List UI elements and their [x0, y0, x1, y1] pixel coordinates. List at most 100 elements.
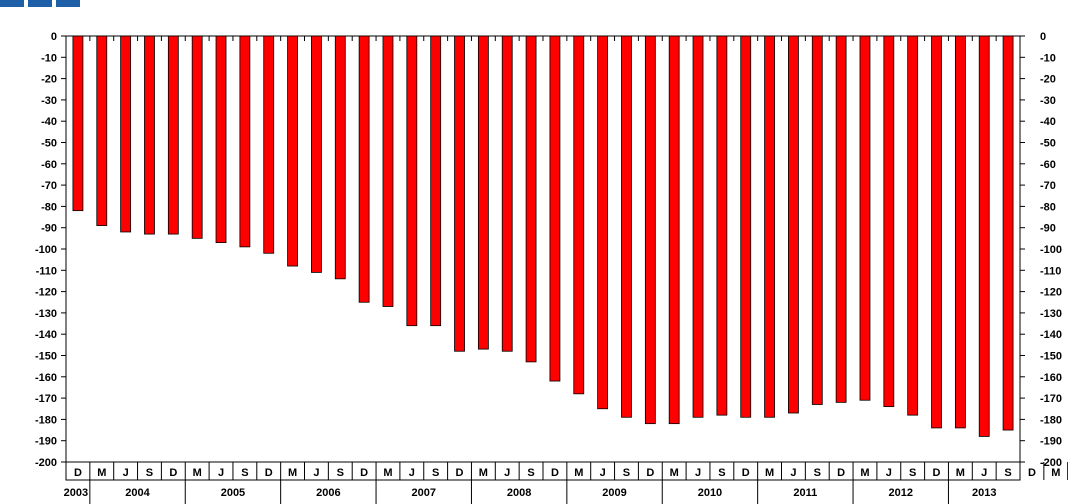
bar: [788, 35, 799, 414]
y-tick-label-left: -120: [35, 287, 57, 299]
x-tick-label-quarter: D: [456, 467, 464, 479]
x-tick-label-quarter: M: [288, 467, 297, 479]
plot-area: [65, 35, 1021, 481]
y-tick-label-left: -190: [35, 436, 57, 448]
x-tick-label-quarter: D: [933, 467, 941, 479]
x-tick-label-quarter: M: [670, 467, 679, 479]
x-tick-label-quarter: M: [574, 467, 583, 479]
bar: [931, 35, 942, 429]
bar: [978, 35, 990, 437]
y-tick-label-left: -80: [41, 201, 57, 213]
x-tick-label-quarter: S: [432, 467, 439, 479]
x-tick-label-year: 2010: [698, 487, 722, 499]
x-tick-label-year: 2008: [507, 487, 531, 499]
y-tick-label-left: 0: [51, 31, 57, 43]
plot-border: [65, 35, 1021, 463]
x-tick-label-quarter: M: [860, 467, 869, 479]
y-tick-label-left: -40: [41, 116, 57, 128]
x-tick-label-year: 2003: [64, 487, 88, 499]
x-tick-label-quarter: S: [527, 467, 534, 479]
x-tick-label-quarter: J: [695, 467, 701, 479]
x-tick-label-quarter: D: [837, 467, 845, 479]
bar: [1002, 35, 1014, 431]
x-tick-label-quarter: S: [241, 467, 248, 479]
y-axis-right: 0 -10 -20 -30 -40 -50 -60 -70 -80 -90 -100 -110 -120…: [1020, 31, 1062, 469]
x-tick-label-quarter: D: [360, 467, 368, 479]
bar: [334, 35, 346, 280]
y-tick-label-left: -170: [35, 393, 57, 405]
y-tick-label-right: -170: [1040, 393, 1062, 405]
x-tick-label-quarter: M: [479, 467, 488, 479]
x-tick-label-quarter: D: [551, 467, 559, 479]
y-tick-label-right: 0: [1040, 31, 1046, 43]
x-tick-label-quarter: M: [765, 467, 774, 479]
y-tick-label-right: -180: [1040, 414, 1062, 426]
y-tick-label-right: -150: [1040, 351, 1062, 363]
x-tick-label-quarter: S: [337, 467, 344, 479]
y-tick-label-right: -30: [1040, 95, 1056, 107]
y-tick-label-right: -140: [1040, 329, 1062, 341]
x-tick-label-quarter: M: [383, 467, 392, 479]
y-tick-label-right: -200: [1040, 457, 1062, 469]
y-axis-left: 0 -10 -20 -30 -40 -50 -60 -70 -80 -90 -100 -110 -120…: [35, 31, 66, 469]
bar: [644, 35, 656, 425]
y-tick-label-right: -110: [1040, 265, 1061, 277]
y-tick-label-left: -180: [35, 414, 57, 426]
bar: [120, 35, 132, 233]
y-tick-label-left: -110: [36, 265, 57, 277]
logo-block: [0, 0, 24, 7]
y-tick-label-right: -120: [1040, 287, 1062, 299]
bar: [621, 35, 632, 418]
x-tick-label-quarter: J: [600, 467, 606, 479]
bar: [215, 35, 227, 244]
logo: [0, 0, 80, 7]
x-tick-label-year: 2013: [972, 487, 996, 499]
bar: [668, 35, 680, 425]
x-tick-label-quarter: D: [742, 467, 750, 479]
x-tick-label-quarter: M: [956, 467, 965, 479]
bar: [358, 35, 370, 303]
x-tick-label-quarter: M: [1051, 467, 1060, 479]
x-tick-label-quarter: J: [218, 467, 224, 479]
y-tick-label-left: -140: [35, 329, 57, 341]
logo-block: [28, 0, 52, 7]
x-tick-label-quarter: J: [504, 467, 510, 479]
bar: [167, 35, 179, 235]
x-tick-label-quarter: D: [1028, 467, 1036, 479]
y-tick-label-right: -190: [1040, 436, 1062, 448]
y-tick-label-right: -90: [1040, 223, 1056, 235]
bar: [382, 35, 394, 307]
y-tick-label-right: -40: [1040, 116, 1056, 128]
y-tick-label-left: -130: [35, 308, 57, 320]
x-tick-label-quarter: S: [909, 467, 916, 479]
x-tick-label-quarter: S: [146, 467, 153, 479]
bar: [501, 35, 513, 352]
x-tick-label-year: 2005: [221, 487, 245, 499]
x-tick-label-year: 2012: [889, 487, 913, 499]
y-tick-label-right: -60: [1040, 159, 1056, 171]
x-tick-label-quarter: S: [623, 467, 630, 479]
x-tick-label-quarter: J: [313, 467, 319, 479]
x-tick-label-year: 2011: [793, 487, 817, 499]
x-tick-label-quarter: D: [74, 467, 82, 479]
bar: [835, 35, 847, 403]
x-tick-label-quarter: M: [193, 467, 202, 479]
y-tick-label-right: -10: [1040, 52, 1056, 64]
bar: [907, 35, 919, 416]
bar: [430, 35, 442, 327]
y-tick-label-right: -80: [1040, 201, 1056, 213]
bar: [740, 35, 752, 418]
bar: [954, 35, 966, 429]
bar: [311, 35, 322, 273]
bar: [406, 35, 418, 327]
x-tick-label-quarter: D: [265, 467, 273, 479]
y-tick-label-right: -50: [1040, 138, 1056, 150]
logo-block: [56, 0, 80, 7]
bar: [597, 35, 609, 410]
y-tick-label-left: -160: [35, 372, 57, 384]
y-tick-label-left: -150: [35, 351, 57, 363]
bar: [525, 35, 537, 363]
x-tick-label-quarter: J: [981, 467, 987, 479]
